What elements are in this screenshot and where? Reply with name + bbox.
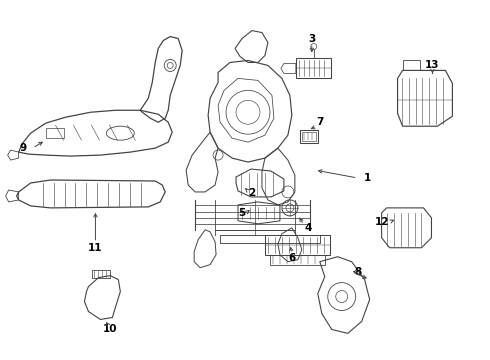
- Bar: [302, 132, 316, 141]
- Text: 4: 4: [304, 223, 312, 233]
- Text: 10: 10: [103, 324, 118, 334]
- Bar: [265, 235, 330, 255]
- Text: 13: 13: [425, 60, 440, 71]
- Text: 3: 3: [308, 33, 316, 44]
- Text: 5: 5: [238, 208, 245, 218]
- Bar: [46, 128, 64, 138]
- Bar: [296, 58, 331, 78]
- Text: 9: 9: [19, 143, 26, 153]
- Text: 12: 12: [374, 217, 389, 227]
- Text: 1: 1: [364, 173, 371, 183]
- Text: 2: 2: [248, 188, 256, 198]
- Text: 11: 11: [88, 243, 103, 253]
- Bar: [93, 270, 110, 278]
- Bar: [220, 235, 320, 243]
- Bar: [300, 130, 318, 143]
- Bar: [270, 255, 325, 265]
- Text: 8: 8: [354, 267, 361, 276]
- Text: 6: 6: [288, 253, 295, 263]
- Text: 7: 7: [316, 117, 323, 127]
